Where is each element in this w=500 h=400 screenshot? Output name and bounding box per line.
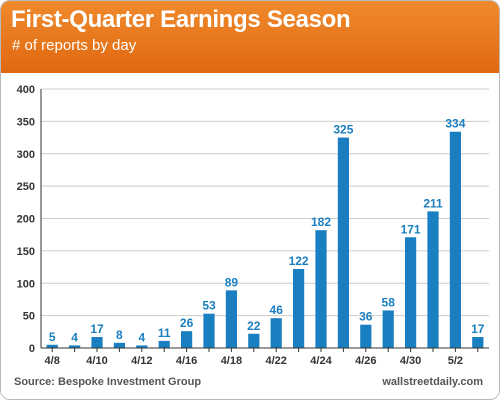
bar (472, 336, 484, 348)
bar (248, 333, 260, 348)
bar (449, 131, 461, 348)
bar (382, 310, 394, 348)
y-tick-label: 300 (17, 149, 35, 161)
y-tick-labels: 0 50 100 150 200 250 300 350 400 (17, 84, 35, 355)
bar (69, 345, 81, 348)
x-tick-labels: 4/8 4/10 4/12 4/16 4/18 4/22 4/24 4/26 4/30 5/2 (45, 355, 463, 367)
bar-value-label: 325 (333, 123, 353, 137)
bar-value-label: 122 (289, 254, 309, 268)
grid-lines (41, 88, 489, 317)
source-note: Source: Bespoke Investment Group (14, 376, 202, 388)
y-tick-label: 400 (17, 84, 35, 96)
bars (46, 131, 484, 348)
chart-subtitle: # of reports by day (12, 37, 137, 54)
bar-value-label: 53 (202, 299, 216, 313)
bar (405, 237, 417, 348)
x-tick-label: 5/2 (448, 355, 463, 367)
bar (225, 290, 237, 348)
bar-value-label: 211 (423, 196, 443, 210)
x-tick-label: 4/8 (45, 355, 60, 367)
x-tick-label: 4/18 (221, 355, 242, 367)
x-tick-label: 4/30 (400, 355, 421, 367)
y-tick-label: 0 (29, 343, 35, 355)
credit-note: wallstreetdaily.com (382, 376, 483, 388)
y-tick-label: 250 (17, 181, 35, 193)
bar-value-label: 11 (158, 326, 171, 340)
bar (337, 137, 349, 348)
x-tick-label: 4/12 (131, 355, 152, 367)
bar (158, 340, 170, 348)
bar-value-label: 89 (225, 275, 239, 289)
axes (40, 89, 489, 352)
y-tick-label: 50 (23, 311, 35, 323)
bar-value-label: 5 (49, 330, 56, 344)
bar-value-label: 334 (445, 117, 465, 131)
bar (315, 230, 327, 348)
bar-value-label: 22 (247, 319, 261, 333)
bar-value-label: 8 (116, 328, 123, 342)
bar (46, 344, 58, 348)
x-tick-label: 4/16 (176, 355, 197, 367)
bar-value-label: 171 (401, 222, 421, 236)
bar-value-label: 58 (382, 295, 396, 309)
y-tick-label: 350 (17, 116, 35, 128)
x-tick-label: 4/24 (310, 355, 332, 367)
x-tick-label: 4/26 (355, 355, 376, 367)
bar-value-label: 36 (359, 310, 373, 324)
bar-value-label: 26 (180, 316, 194, 330)
bar (293, 269, 305, 348)
bar-value-label: 182 (311, 215, 331, 229)
bar (427, 211, 439, 348)
x-tick-label: 4/10 (86, 355, 107, 367)
bar (91, 336, 103, 348)
y-tick-label: 150 (17, 246, 35, 258)
y-tick-label: 200 (17, 214, 35, 226)
y-tick-label: 100 (17, 278, 35, 290)
bar (270, 318, 282, 348)
chart-title: First-Quarter Earnings Season (11, 6, 351, 33)
bar-value-label: 4 (138, 330, 145, 344)
bar (360, 324, 372, 348)
bar (181, 331, 193, 348)
x-tick-label: 4/22 (265, 355, 286, 367)
bar-value-label: 17 (471, 322, 485, 336)
bar-value-label: 46 (270, 303, 284, 317)
bar-value-label: 4 (71, 330, 78, 344)
bar-value-label: 17 (90, 322, 104, 336)
chart-header: First-Quarter Earnings Season # of repor… (1, 1, 499, 73)
bar (203, 313, 215, 348)
bar (136, 345, 148, 348)
bar (113, 342, 125, 348)
